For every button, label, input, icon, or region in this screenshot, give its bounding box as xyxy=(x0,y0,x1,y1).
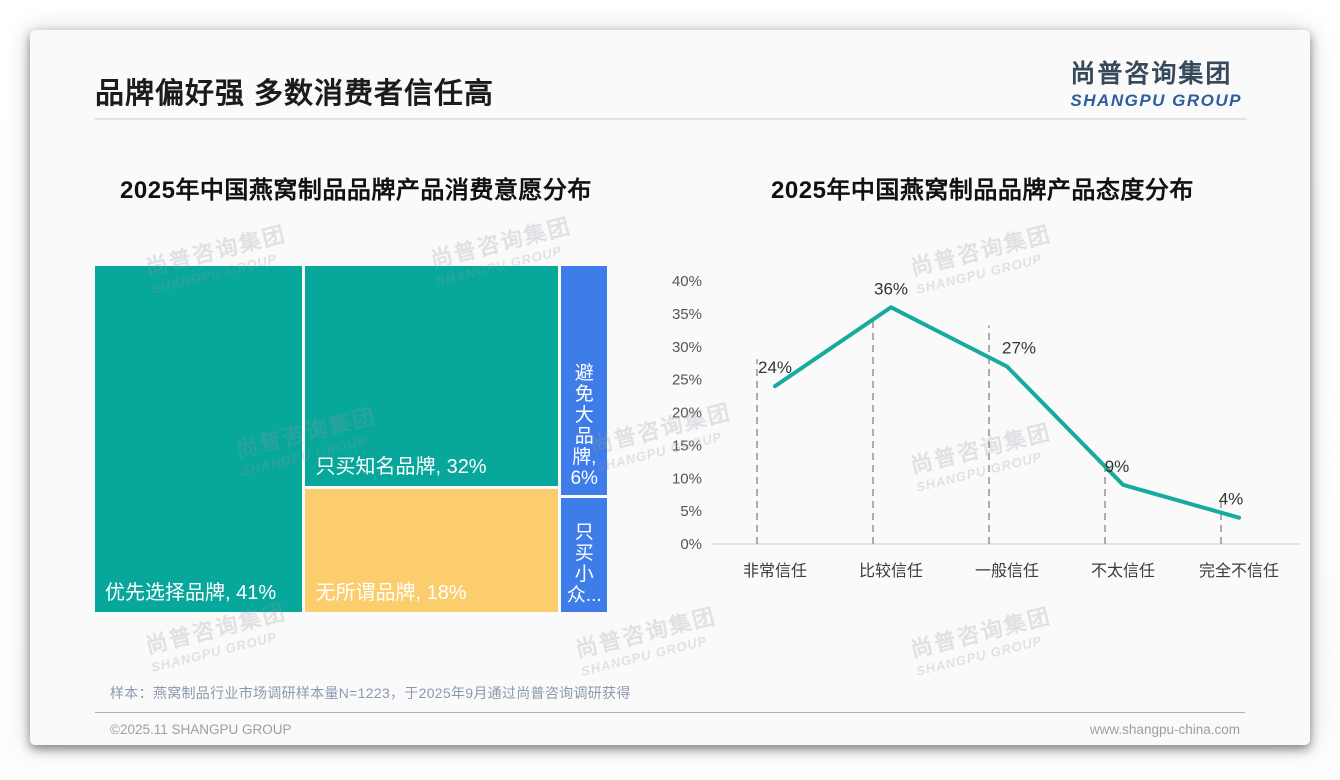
x-axis-category-label: 不太信任 xyxy=(1091,562,1155,580)
y-axis-tick: 30% xyxy=(672,339,702,356)
page-title: 品牌偏好强 多数消费者信任高 xyxy=(95,78,495,110)
treemap-block-5: 只买小众... xyxy=(561,497,607,612)
treemap-block-label: 优先选择品牌, 41% xyxy=(105,582,277,604)
y-axis-tick: 35% xyxy=(672,306,702,323)
treemap-block-4: 避免大品牌, 6% xyxy=(561,266,607,495)
logo-chinese-text: 尚普咨询集团 xyxy=(1070,60,1233,88)
treemap: 优先选择品牌, 41% 只买知名品牌, 32% 无所谓品牌, 18% 避免大品牌, 6%… xyxy=(95,266,607,612)
treemap-column: 优先选择品牌, 41% xyxy=(95,266,303,612)
x-axis-category-label: 一般信任 xyxy=(975,562,1039,580)
x-axis-category-label: 非常信任 xyxy=(743,562,807,580)
y-axis-tick: 20% xyxy=(672,405,702,422)
treemap-block-label: 无所谓品牌, 18% xyxy=(315,582,467,604)
treemap-block-3: 无所谓品牌, 18% xyxy=(305,488,559,612)
treemap-chart-title: 2025年中国燕窝制品品牌产品消费意愿分布 xyxy=(120,177,592,204)
y-axis-tick: 10% xyxy=(672,470,702,487)
y-axis-tick: 0% xyxy=(680,536,702,553)
copyright-text: ©2025.11 SHANGPU GROUP xyxy=(110,722,292,737)
data-point-label: 36% xyxy=(874,279,908,298)
x-axis-category-label: 完全不信任 xyxy=(1199,562,1279,580)
y-axis-tick: 25% xyxy=(672,372,702,389)
company-logo: 尚普咨询集团 SHANGPU GROUP xyxy=(1070,54,1242,111)
data-point-label: 4% xyxy=(1219,490,1244,509)
y-axis-tick: 15% xyxy=(672,437,702,454)
treemap-block-label: 只买知名品牌, 32% xyxy=(315,455,487,478)
watermark: 尚普咨询集团 SHANGPU GROUP xyxy=(908,603,1054,679)
x-axis-category-label: 比较信任 xyxy=(859,562,923,580)
data-point-label: 24% xyxy=(758,358,792,377)
data-point-label: 27% xyxy=(1002,338,1036,357)
website-url: www.shangpu-china.com xyxy=(1089,722,1240,737)
treemap-column: 只买知名品牌, 32% 无所谓品牌, 18% xyxy=(305,266,559,612)
sample-note: 样本：燕窝制品行业市场调研样本量N=1223，于2025年9月通过尚普咨询调研获… xyxy=(110,685,631,701)
linechart-chart-title: 2025年中国燕窝制品品牌产品态度分布 xyxy=(771,177,1194,204)
treemap-block-label-vertical: 避免大品牌, 6% xyxy=(570,362,598,489)
line-chart: 0% 5% 10% 15% 20% 25% 30% 35% 40% 24% 36% 27% 9% 4% 非常… xyxy=(672,273,1300,580)
treemap-block-label-vertical: 只买小众... xyxy=(566,522,602,606)
footer-divider xyxy=(95,712,1245,713)
report-slide-card: 品牌偏好强 多数消费者信任高 尚普咨询集团 SHANGPU GROUP 2025… xyxy=(30,30,1310,745)
title-divider xyxy=(95,118,1247,120)
treemap-block-1: 优先选择品牌, 41% xyxy=(95,266,303,612)
treemap-column: 避免大品牌, 6% 只买小众... xyxy=(561,266,607,612)
y-axis-tick: 40% xyxy=(672,273,702,290)
data-point-label: 9% xyxy=(1105,457,1130,476)
data-line xyxy=(773,305,1241,520)
treemap-block-2: 只买知名品牌, 32% xyxy=(305,266,559,486)
y-axis-tick: 5% xyxy=(680,503,702,520)
logo-english-text: SHANGPU GROUP xyxy=(1070,91,1242,110)
